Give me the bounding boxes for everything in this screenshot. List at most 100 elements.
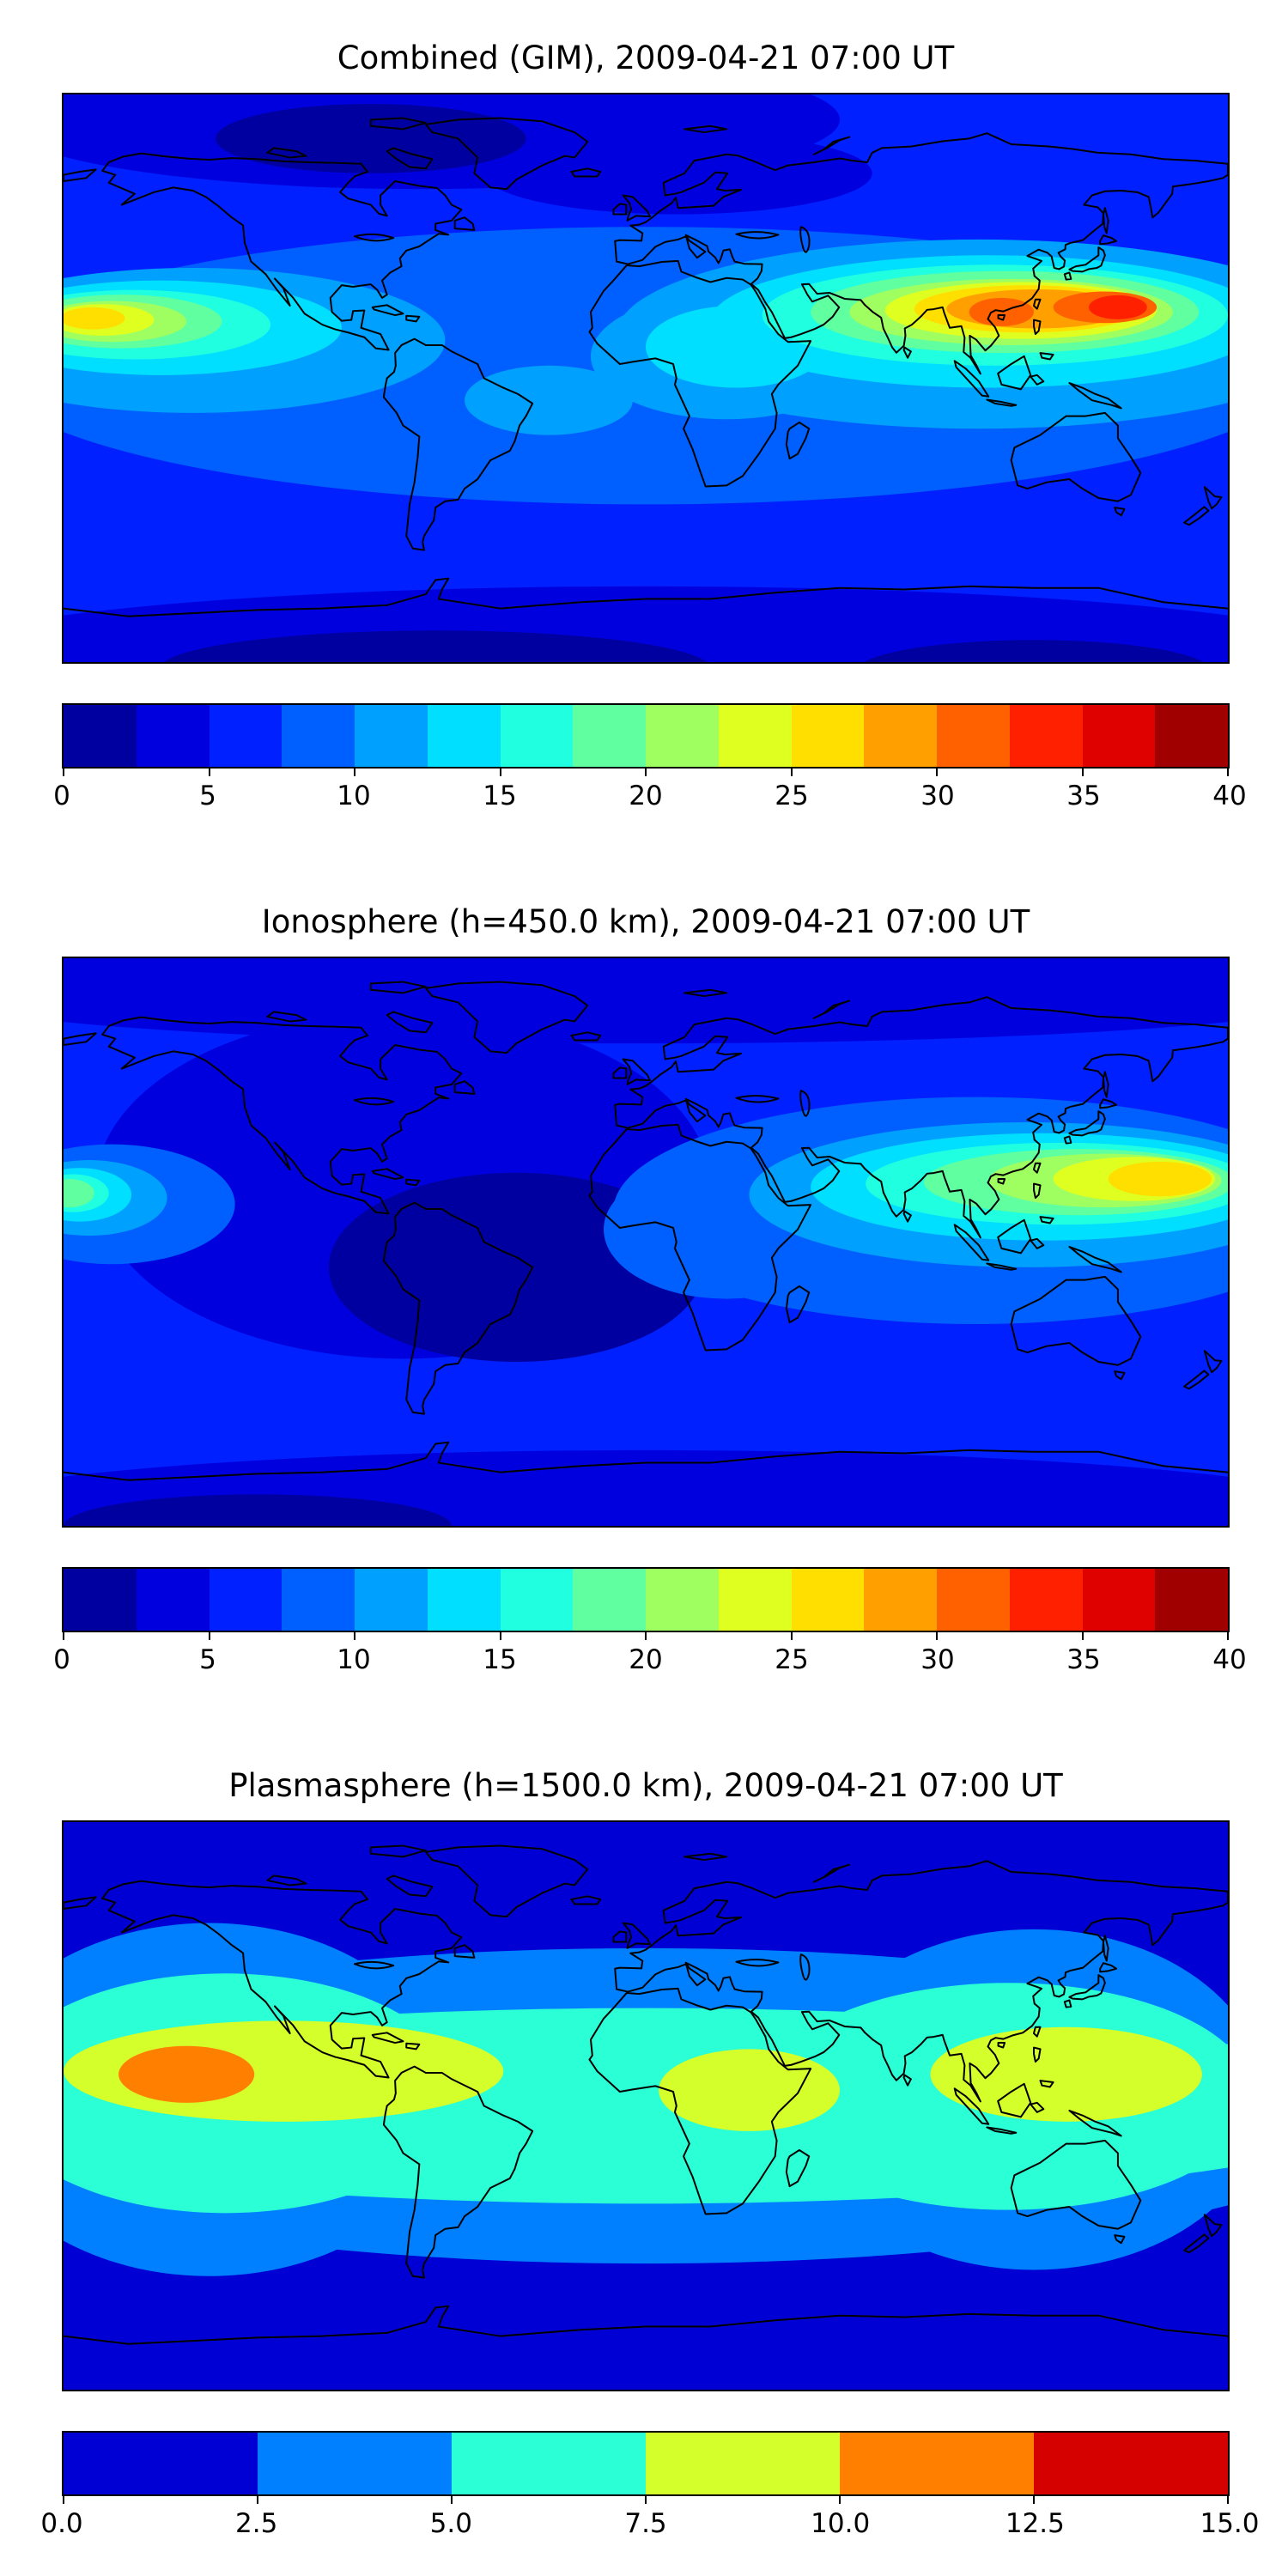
colorbar-tick (499, 1632, 501, 1640)
coastline (615, 997, 1228, 1237)
colorbar-segment (1155, 705, 1228, 767)
coastline (64, 2306, 1228, 2344)
colorbar-tick (208, 769, 210, 776)
colorbar-segment (646, 2433, 840, 2494)
colorbar-segment (791, 705, 865, 767)
colorbar-segment (1009, 705, 1083, 767)
colorbar-segment (937, 705, 1010, 767)
colorbar-tick-label: 40 (1212, 1644, 1247, 1675)
colorbar-segment (500, 1569, 574, 1631)
colorbar-tick (354, 1632, 355, 1640)
colorbar-segment (573, 1569, 646, 1631)
colorbar-segment (500, 705, 574, 767)
contour-region (930, 2026, 1202, 2122)
colorbar-segment (64, 705, 137, 767)
colorbar: 0 5 10 15 20 25 30 35 40 (53, 1567, 1247, 1682)
colorbar-tick-label: 10 (337, 781, 371, 811)
colorbar-tick-label: 5.0 (429, 2508, 472, 2539)
colorbar-tick-label: 5 (199, 1644, 216, 1675)
contour-region (659, 2049, 840, 2131)
colorbar-tick-label: 0 (53, 781, 70, 811)
coastline (355, 1091, 809, 1115)
colorbar-segment (718, 705, 792, 767)
coastline (64, 1033, 96, 1045)
colorbar-tick (645, 769, 647, 776)
colorbar-tick (63, 2496, 64, 2504)
panel-combined-gim: Combined (GIM), 2009-04-21 07:00 UT 0 5 10… (53, 38, 1247, 818)
coastline (64, 1443, 1228, 1480)
colorbar-tick-label: 5 (199, 781, 216, 811)
colorbar-segment (1082, 705, 1156, 767)
coastline (64, 579, 1228, 617)
colorbar-segment (646, 1569, 719, 1631)
colorbar-tick-label: 12.5 (1005, 2508, 1065, 2539)
colorbar-segment (355, 1569, 428, 1631)
colorbar-tick (839, 2496, 841, 2504)
coastline (64, 169, 96, 181)
panel-title: Plasmasphere (h=1500.0 km), 2009-04-21 0… (228, 1767, 1063, 1804)
colorbar-tick-label: 30 (920, 1644, 955, 1675)
map-frame (62, 957, 1230, 1528)
colorbar-tick-label: 2.5 (235, 2508, 278, 2539)
coastline (384, 339, 532, 550)
colorbar-tick (208, 1632, 210, 1640)
colorbar-segment (209, 1569, 283, 1631)
colorbar-tick-label: 15 (483, 781, 517, 811)
colorbar-tick (354, 769, 355, 776)
colorbar-segment (136, 705, 210, 767)
colorbar-segment (646, 705, 719, 767)
coastline (589, 1125, 811, 1351)
coastline (615, 133, 1228, 374)
panel-title: Combined (GIM), 2009-04-21 07:00 UT (337, 39, 955, 76)
colorbar-tick (1227, 769, 1229, 776)
contour-region (118, 2045, 255, 2103)
coastline (355, 227, 809, 252)
colorbar-labels: 0.0 2.5 5.0 7.5 10.0 12.5 15.0 (40, 2508, 1259, 2546)
colorbar-segment (1155, 1569, 1228, 1631)
colorbar-segment (1009, 1569, 1083, 1631)
colorbar-tick (257, 2496, 258, 2504)
colorbar-tick-label: 7.5 (624, 2508, 667, 2539)
colorbar-segment (718, 1569, 792, 1631)
contour-region (64, 307, 125, 330)
colorbar-tick (645, 1632, 647, 1640)
contour-region (64, 1494, 452, 1526)
contour-region (864, 640, 1204, 662)
coastline (615, 1861, 1228, 2101)
colorbar-labels: 0 5 10 15 20 25 30 35 40 (53, 781, 1247, 818)
colorbar-segment (136, 1569, 210, 1631)
colorbar-tick-label: 10.0 (811, 2508, 871, 2539)
coastline (355, 1954, 809, 1979)
world-tec-map (64, 94, 1228, 662)
colorbar-segment (355, 705, 428, 767)
coastline (102, 1018, 461, 1214)
colorbar-tick-label: 25 (775, 1644, 809, 1675)
panel-title: Ionosphere (h=450.0 km), 2009-04-21 07:0… (261, 903, 1030, 940)
colorbar-bar (62, 2431, 1230, 2496)
colorbar-tick (1227, 1632, 1229, 1640)
contour-region (465, 365, 633, 435)
colorbar-segment (282, 1569, 355, 1631)
colorbar-tick-label: 0.0 (40, 2508, 83, 2539)
contour-region (1108, 1161, 1212, 1197)
colorbar-tick-label: 40 (1212, 781, 1247, 811)
coastline (102, 154, 461, 350)
colorbar-segment (64, 1569, 137, 1631)
coastline (384, 1203, 532, 1414)
coastline (267, 1846, 1221, 2253)
colorbar-segment (209, 705, 283, 767)
coastline (102, 1881, 461, 2078)
colorbar-segment (452, 2433, 646, 2494)
world-tec-map (64, 958, 1228, 1526)
contour-region (1089, 295, 1147, 319)
colorbar-segment (427, 705, 501, 767)
colorbar-segment (1082, 1569, 1156, 1631)
world-tec-map (64, 1822, 1228, 2390)
coastline (64, 1897, 96, 1909)
colorbar-tick-label: 10 (337, 1644, 371, 1675)
colorbar-tick (451, 2496, 453, 2504)
colorbar-ticks (63, 2496, 1229, 2505)
colorbar-labels: 0 5 10 15 20 25 30 35 40 (53, 1644, 1247, 1682)
colorbar-tick (63, 1632, 64, 1640)
